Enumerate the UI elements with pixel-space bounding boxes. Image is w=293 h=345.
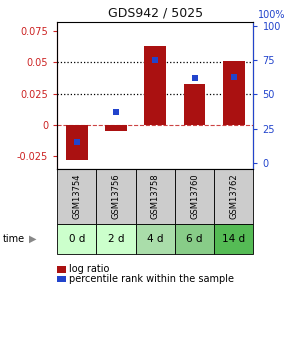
- Text: time: time: [3, 234, 25, 244]
- Bar: [144, 46, 166, 125]
- Bar: [214, 224, 253, 254]
- Bar: [175, 169, 214, 224]
- Text: GSM13760: GSM13760: [190, 174, 199, 219]
- Bar: [136, 169, 175, 224]
- Text: GSM13756: GSM13756: [112, 174, 120, 219]
- Text: GSM13758: GSM13758: [151, 174, 160, 219]
- Bar: [96, 224, 136, 254]
- Bar: [223, 61, 245, 125]
- Text: ▶: ▶: [29, 234, 37, 244]
- Title: GDS942 / 5025: GDS942 / 5025: [108, 7, 203, 20]
- Text: GSM13762: GSM13762: [229, 174, 238, 219]
- Bar: [66, 125, 88, 160]
- Bar: [184, 84, 205, 125]
- Text: 0 d: 0 d: [69, 234, 85, 244]
- Text: GSM13754: GSM13754: [72, 174, 81, 219]
- Text: 100%: 100%: [258, 10, 285, 20]
- Bar: [214, 169, 253, 224]
- Bar: [57, 224, 96, 254]
- Text: 6 d: 6 d: [186, 234, 203, 244]
- Text: 14 d: 14 d: [222, 234, 245, 244]
- Text: percentile rank within the sample: percentile rank within the sample: [69, 274, 234, 284]
- Bar: [136, 224, 175, 254]
- Bar: [57, 169, 96, 224]
- Bar: [96, 169, 136, 224]
- Bar: [105, 125, 127, 131]
- Text: 2 d: 2 d: [108, 234, 124, 244]
- Text: 4 d: 4 d: [147, 234, 163, 244]
- Bar: [175, 224, 214, 254]
- Text: log ratio: log ratio: [69, 265, 109, 274]
